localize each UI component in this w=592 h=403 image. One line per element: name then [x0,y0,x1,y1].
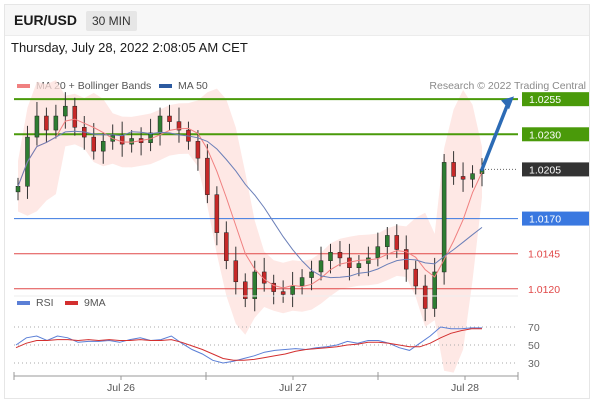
level-label-resistance: 1.0230 [529,129,561,141]
candle-body [309,271,314,278]
level-label-pivot: 1.0170 [529,214,561,226]
candle-body [451,162,456,177]
level-tag-current [522,162,589,177]
candle-body [15,186,21,193]
candle-body [205,157,210,195]
candle-body [44,115,49,131]
candle-body [167,115,172,122]
legend-item-ma20: MA 20 + Bollinger Bands [17,80,151,92]
candle-body [243,281,248,299]
rsi-ma9-line [15,328,482,361]
level-label-current: 1.0205 [529,164,561,176]
candle-body [224,232,229,261]
candle-body [375,246,381,259]
chart-header: EUR/USD 30 MIN [5,5,589,36]
level-label-resistance: 1.0255 [529,94,561,106]
candle-body [100,141,106,152]
candle-body [233,260,239,283]
rsi-line [15,326,482,364]
candle-body [460,176,466,180]
candle-body [195,141,201,159]
forecast-arrow [480,101,510,172]
chart-widget: EUR/USD 30 MIN [4,4,590,399]
legend-label: MA 20 + Bollinger Bands [36,80,152,92]
timeframe-badge[interactable]: 30 MIN [86,11,137,31]
candle-body [271,282,276,292]
candle-body [176,121,182,131]
candle-body [129,138,134,145]
symbol-label: EUR/USD [14,12,78,28]
candle-body [157,115,163,134]
candle-body [356,263,362,268]
timestamp: Thursday, July 28, 2022 2:08:05 AM CET [11,40,248,55]
legend-label: MA 50 [178,80,208,92]
candle-body [328,252,333,261]
rsi-tick-label: 50 [528,340,540,352]
candle-body [432,271,437,309]
level-tag-pivot [522,211,589,226]
legend-swatch [159,84,172,88]
rsi-legend-swatch [17,301,30,305]
ma9-legend-swatch [65,301,78,305]
candle-body [394,235,400,250]
candle-body [214,194,220,233]
level-label-support: 1.0120 [528,284,560,296]
x-tick-label: Jul 26 [107,382,135,394]
candle-body [299,277,305,287]
candle-body [63,105,68,117]
candle-body [470,173,475,180]
candle-body [91,136,97,152]
candle-body [290,285,295,295]
candle-body [119,135,125,145]
candle-body [441,162,447,273]
candle-body [422,285,428,309]
x-tick-label: Jul 27 [279,382,307,394]
legend-item-ma50: MA 50 [159,80,208,92]
level-label-support: 1.0145 [528,249,560,261]
candle-body [252,271,257,299]
rsi-legend-label: RSI [36,297,54,309]
candle-body [413,268,418,287]
ma20-line [17,118,483,289]
rsi-tick-label: 30 [528,358,540,370]
legend-swatch [17,84,30,88]
ma9-legend-label: 9MA [84,297,106,309]
ma50-line [17,130,483,279]
candle-body [72,105,78,128]
bollinger-band [18,80,482,373]
candle-body [366,257,371,264]
level-tag-resistance [522,127,589,142]
candle-body [280,291,286,295]
candle-body [337,252,343,259]
level-tag-resistance [522,92,589,107]
x-tick-label: Jul 28 [451,382,479,394]
candle-body [385,235,390,247]
candle-body [53,115,59,131]
rsi-tick-label: 70 [528,322,540,334]
credit-text: Research © 2022 Trading Central [429,80,586,92]
candle-body [318,260,324,273]
forecast-arrowhead [501,96,514,110]
candle-body [34,115,40,138]
